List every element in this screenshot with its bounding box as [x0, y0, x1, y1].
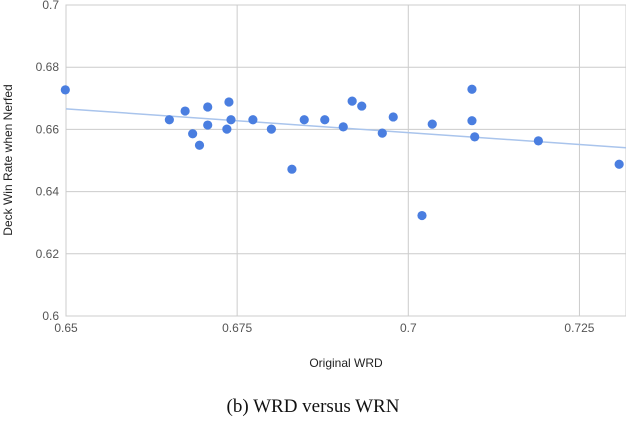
x-axis-title: Original WRD: [309, 356, 383, 370]
y-tick-label: 0.62: [36, 247, 60, 261]
data-point: [338, 122, 348, 132]
data-point: [194, 140, 205, 150]
data-point: [188, 129, 198, 139]
y-tick-label: 0.7: [42, 0, 59, 12]
data-point: [222, 124, 232, 134]
data-point: [388, 112, 398, 122]
data-point: [248, 115, 258, 125]
figure-caption: (b) WRD versus WRN: [226, 396, 400, 417]
y-axis-tick-labels: 0.6 0.62 0.64 0.66 0.68 0.7: [36, 0, 60, 323]
data-point: [226, 115, 236, 125]
data-point: [287, 164, 297, 174]
data-point: [417, 210, 427, 221]
x-axis-tick-labels: 0.65 0.675 0.7 0.725: [54, 321, 594, 335]
data-point: [164, 115, 174, 125]
x-tick-label: 0.725: [564, 321, 594, 335]
plot-frame: [65, 4, 626, 317]
y-tick-label: 0.68: [36, 60, 60, 74]
y-axis-title: Deck Win Rate when Nerfed: [1, 84, 15, 235]
data-point: [533, 136, 543, 146]
x-tick-label: 0.675: [222, 321, 252, 335]
data-point: [266, 124, 276, 134]
data-point: [357, 101, 367, 111]
data-point: [299, 115, 309, 125]
y-tick-label: 0.66: [36, 122, 60, 136]
data-point: [347, 96, 357, 106]
data-point: [224, 97, 234, 107]
data-point: [614, 159, 624, 169]
data-point: [60, 85, 70, 95]
y-tick-label: 0.64: [36, 185, 60, 199]
x-tick-label: 0.7: [400, 321, 417, 335]
data-point: [427, 119, 437, 129]
data-points: [60, 84, 624, 221]
data-point: [203, 102, 213, 112]
grid-lines: [66, 5, 626, 316]
x-tick-label: 0.65: [54, 321, 78, 335]
data-point: [180, 106, 190, 116]
data-point: [467, 116, 477, 126]
data-point: [470, 132, 480, 142]
data-point: [203, 120, 213, 130]
data-point: [467, 84, 477, 94]
y-tick-label: 0.6: [42, 309, 59, 323]
data-point: [377, 128, 387, 138]
data-point: [320, 115, 330, 125]
